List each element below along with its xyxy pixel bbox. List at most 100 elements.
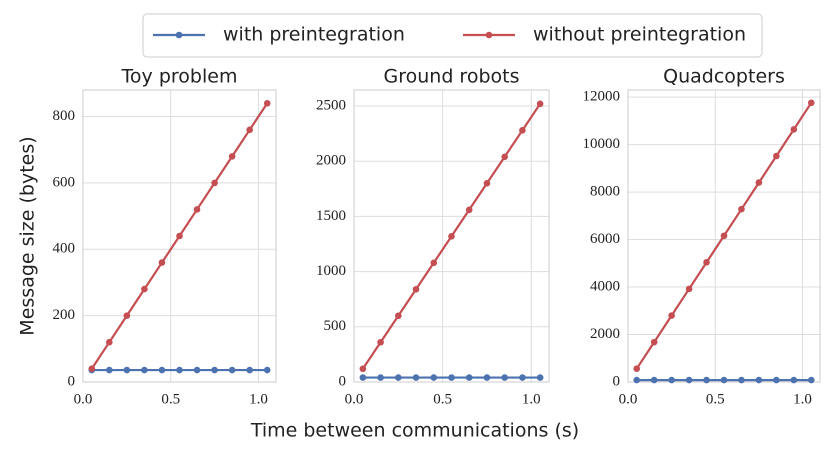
point bbox=[359, 374, 367, 381]
point bbox=[738, 205, 745, 213]
point bbox=[377, 338, 384, 346]
x-tick-label: 1.0 bbox=[793, 391, 812, 407]
point bbox=[773, 152, 780, 160]
point bbox=[412, 374, 420, 381]
point bbox=[211, 366, 218, 374]
legend-label: without preintegration bbox=[533, 24, 746, 46]
y-tick-label: 4000 bbox=[590, 278, 620, 294]
point bbox=[807, 376, 815, 384]
point bbox=[377, 374, 384, 381]
legend-box bbox=[142, 13, 763, 58]
x-axis-label: Time between communications (s) bbox=[250, 420, 579, 442]
y-tick-label: 0 bbox=[68, 373, 76, 389]
point bbox=[412, 285, 420, 293]
legend-label: with preintegration bbox=[223, 24, 405, 46]
point bbox=[88, 365, 96, 373]
y-tick-label: 0 bbox=[339, 373, 347, 389]
y-tick-label: 500 bbox=[324, 318, 347, 334]
point bbox=[193, 206, 201, 213]
point bbox=[519, 126, 526, 134]
legend-marker bbox=[485, 31, 493, 39]
y-tick-label: 800 bbox=[53, 108, 76, 124]
point bbox=[193, 366, 201, 374]
point bbox=[448, 374, 455, 381]
point bbox=[123, 312, 131, 319]
y-tick-label: 600 bbox=[53, 174, 76, 190]
y-tick-label: 400 bbox=[53, 241, 76, 257]
x-tick-label: 0.0 bbox=[345, 391, 364, 407]
x-tick-label: 1.0 bbox=[249, 391, 268, 407]
point bbox=[790, 376, 798, 384]
x-tick-label: 0.0 bbox=[74, 391, 93, 407]
y-tick-label: 1500 bbox=[316, 208, 346, 224]
legend-marker bbox=[175, 31, 183, 39]
point bbox=[755, 376, 763, 384]
point bbox=[685, 285, 693, 293]
point bbox=[650, 338, 658, 346]
plot-frame bbox=[82, 89, 277, 383]
point bbox=[519, 374, 526, 381]
y-tick-label: 1000 bbox=[316, 263, 346, 279]
point bbox=[668, 312, 675, 319]
y-tick-label: 2500 bbox=[316, 97, 346, 113]
point bbox=[395, 312, 402, 320]
panel-title: Ground robots bbox=[384, 66, 520, 88]
y-tick-label: 2000 bbox=[316, 153, 346, 169]
point bbox=[633, 376, 641, 384]
point bbox=[536, 100, 544, 108]
x-tick-label: 0.0 bbox=[619, 391, 638, 407]
y-tick-label: 10000 bbox=[583, 136, 621, 152]
point bbox=[211, 179, 218, 187]
y-tick-label: 12000 bbox=[583, 89, 621, 105]
point bbox=[395, 374, 402, 381]
point bbox=[483, 374, 491, 381]
x-tick-label: 0.5 bbox=[706, 391, 725, 407]
point bbox=[430, 374, 438, 381]
point bbox=[483, 179, 491, 187]
point bbox=[176, 232, 183, 240]
point bbox=[246, 126, 253, 134]
point bbox=[650, 376, 658, 384]
point bbox=[228, 153, 236, 160]
x-tick-label: 1.0 bbox=[522, 391, 541, 407]
point bbox=[176, 366, 183, 374]
x-tick-label: 0.5 bbox=[433, 391, 452, 407]
point bbox=[536, 374, 544, 381]
point bbox=[141, 285, 148, 293]
point bbox=[246, 366, 253, 374]
x-tick-label: 0.5 bbox=[161, 391, 180, 407]
point bbox=[106, 338, 113, 346]
point bbox=[228, 366, 236, 374]
y-axis-label: Message size (bytes) bbox=[17, 136, 39, 335]
point bbox=[359, 365, 367, 373]
y-tick-label: 6000 bbox=[590, 231, 620, 247]
point bbox=[465, 374, 473, 381]
point bbox=[633, 365, 641, 373]
y-tick-label: 8000 bbox=[590, 184, 620, 200]
point bbox=[720, 376, 728, 384]
point bbox=[755, 179, 763, 186]
point bbox=[668, 376, 675, 384]
panel-title: Quadcopters bbox=[663, 66, 785, 88]
point bbox=[430, 259, 438, 267]
point bbox=[790, 126, 798, 133]
point bbox=[448, 232, 455, 240]
point bbox=[501, 374, 508, 381]
point bbox=[158, 366, 166, 374]
point bbox=[263, 99, 271, 107]
point bbox=[720, 232, 728, 240]
point bbox=[738, 376, 745, 384]
point bbox=[773, 376, 780, 384]
y-tick-label: 2000 bbox=[590, 326, 620, 342]
point bbox=[123, 366, 131, 374]
point bbox=[465, 206, 473, 214]
point bbox=[141, 366, 148, 374]
point bbox=[807, 99, 815, 107]
y-tick-label: 200 bbox=[53, 307, 76, 323]
point bbox=[501, 153, 508, 161]
point bbox=[263, 366, 271, 374]
point bbox=[685, 376, 693, 384]
y-tick-label: 0 bbox=[613, 373, 621, 389]
panel-title: Toy problem bbox=[121, 66, 238, 88]
